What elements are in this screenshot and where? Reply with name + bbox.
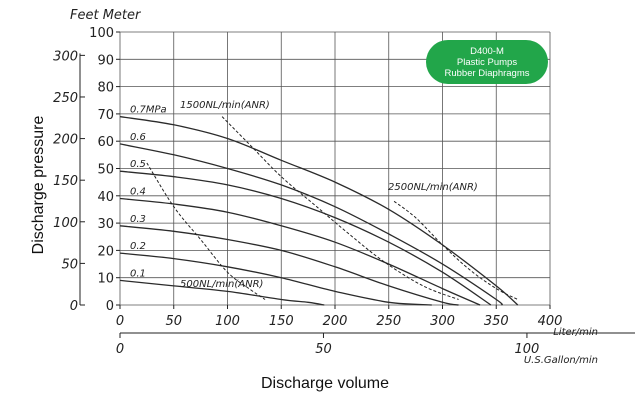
x-tick-label-lpm: 400 xyxy=(538,314,563,329)
x-tick-label-gpm: 50 xyxy=(315,342,332,357)
model-badge-line: D400-M xyxy=(470,46,504,57)
pressure-curve-0-5 xyxy=(119,170,492,306)
y-tick-label-feet: 0 xyxy=(70,299,78,314)
pressure-curve-0-7mpa xyxy=(119,115,519,306)
pressure-curve-label: 0.5 xyxy=(130,159,146,170)
pressure-curve-0-1 xyxy=(119,279,325,306)
x-tick-label-lpm: 150 xyxy=(269,314,294,329)
air-consumption-label: 2500NL/min(ANR) xyxy=(388,182,478,193)
x-tick-label-lpm: 100 xyxy=(215,314,240,329)
x-axis-title: Discharge volume xyxy=(261,375,389,392)
air-consumption-label: 1500NL/min(ANR) xyxy=(180,100,270,111)
pressure-curve-label: 0.6 xyxy=(130,132,146,143)
pressure-curve-label: 0.1 xyxy=(130,268,146,279)
air-consumption-curve xyxy=(393,200,519,300)
y-tick-label-meter: 90 xyxy=(97,53,114,68)
x-tick-label-gpm: 0 xyxy=(116,342,124,357)
y-tick-label-meter: 50 xyxy=(97,163,114,178)
pressure-curve-label: 0.2 xyxy=(130,241,146,252)
x-tick-label-lpm: 50 xyxy=(165,314,182,329)
y-tick-label-feet: 250 xyxy=(53,91,78,106)
model-badge-line: Rubber Diaphragms xyxy=(444,68,529,79)
air-consumption-curve xyxy=(221,116,459,300)
x-tick-label-lpm: 250 xyxy=(376,314,401,329)
y-tick-label-meter: 20 xyxy=(97,244,114,259)
x-unit-secondary: U.S.Gallon/min xyxy=(524,355,598,366)
pressure-curve-0-4 xyxy=(119,197,481,306)
model-badge xyxy=(426,40,548,84)
y-tick-label-feet: 150 xyxy=(53,174,78,189)
pressure-curve-label: 0.3 xyxy=(130,214,146,225)
air-consumption-label: 500NL/min(ANR) xyxy=(180,279,263,290)
y-tick-label-meter: 30 xyxy=(97,217,114,232)
pressure-curve-label: 0.4 xyxy=(130,187,146,198)
y-unit-header: Feet Meter xyxy=(70,8,142,23)
air-consumption-curve xyxy=(146,162,266,300)
y-axis-title: Discharge pressure xyxy=(30,116,47,255)
pressure-curve-0-2 xyxy=(119,252,432,306)
x-tick-label-lpm: 0 xyxy=(116,314,124,329)
model-badge-line: Plastic Pumps xyxy=(457,57,517,68)
y-tick-label-feet: 100 xyxy=(53,216,78,231)
x-tick-label-lpm: 200 xyxy=(323,314,348,329)
y-tick-label-meter: 100 xyxy=(89,26,114,41)
y-tick-label-meter: 0 xyxy=(106,299,114,314)
x-tick-label-lpm: 350 xyxy=(484,314,509,329)
y-tick-label-feet: 50 xyxy=(61,257,78,272)
y-tick-label-feet: 200 xyxy=(53,133,78,148)
x-tick-label-lpm: 300 xyxy=(430,314,455,329)
y-tick-label-meter: 70 xyxy=(97,108,114,123)
y-tick-label-meter: 10 xyxy=(97,272,114,287)
pressure-curve-0-3 xyxy=(119,225,459,306)
pressure-curve-label: 0.7MPa xyxy=(130,105,167,116)
y-tick-label-meter: 60 xyxy=(97,135,114,150)
y-tick-label-meter: 40 xyxy=(97,190,114,205)
pressure-curve-0-6 xyxy=(119,143,503,306)
y-tick-label-meter: 80 xyxy=(97,81,114,96)
x-tick-label-gpm: 100 xyxy=(515,342,540,357)
y-tick-label-feet: 300 xyxy=(53,49,78,64)
